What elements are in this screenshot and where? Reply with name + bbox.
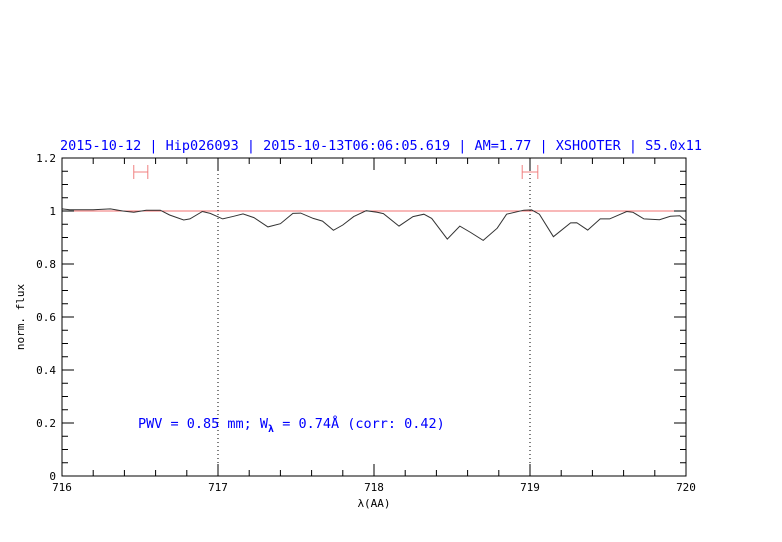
chart-title: 2015-10-12 | Hip026093 | 2015-10-13T06:0…	[60, 138, 702, 154]
plot-frame	[61, 157, 687, 477]
y-tick-label: 0.4	[36, 364, 56, 377]
y-tick-label: 0.2	[36, 417, 56, 430]
x-tick-label: 720	[676, 481, 696, 494]
y-tick-label: 0.6	[36, 311, 56, 324]
y-tick-label: 0	[49, 470, 56, 483]
x-tick-label: 716	[52, 481, 72, 494]
pwv-annotation: PWV = 0.85 mm; Wλ = 0.74Å (corr: 0.42)	[138, 415, 445, 435]
y-tick-label: 0.8	[36, 258, 56, 271]
spectrum-line	[61, 208, 687, 242]
x-tick-label: 719	[520, 481, 540, 494]
axis-ticks: 716 717 718 719 720 0 0.2 0.4 0.6 0.8 1 1.2	[36, 152, 696, 494]
x-tick-label: 717	[208, 481, 228, 494]
x-tick-label: 718	[364, 481, 384, 494]
y-axis-label: norm. flux	[14, 284, 27, 351]
y-tick-label: 1.2	[36, 152, 56, 165]
x-axis-label: λ(AA)	[357, 497, 390, 510]
y-tick-label: 1	[49, 205, 56, 218]
plot-decorations	[62, 158, 686, 476]
